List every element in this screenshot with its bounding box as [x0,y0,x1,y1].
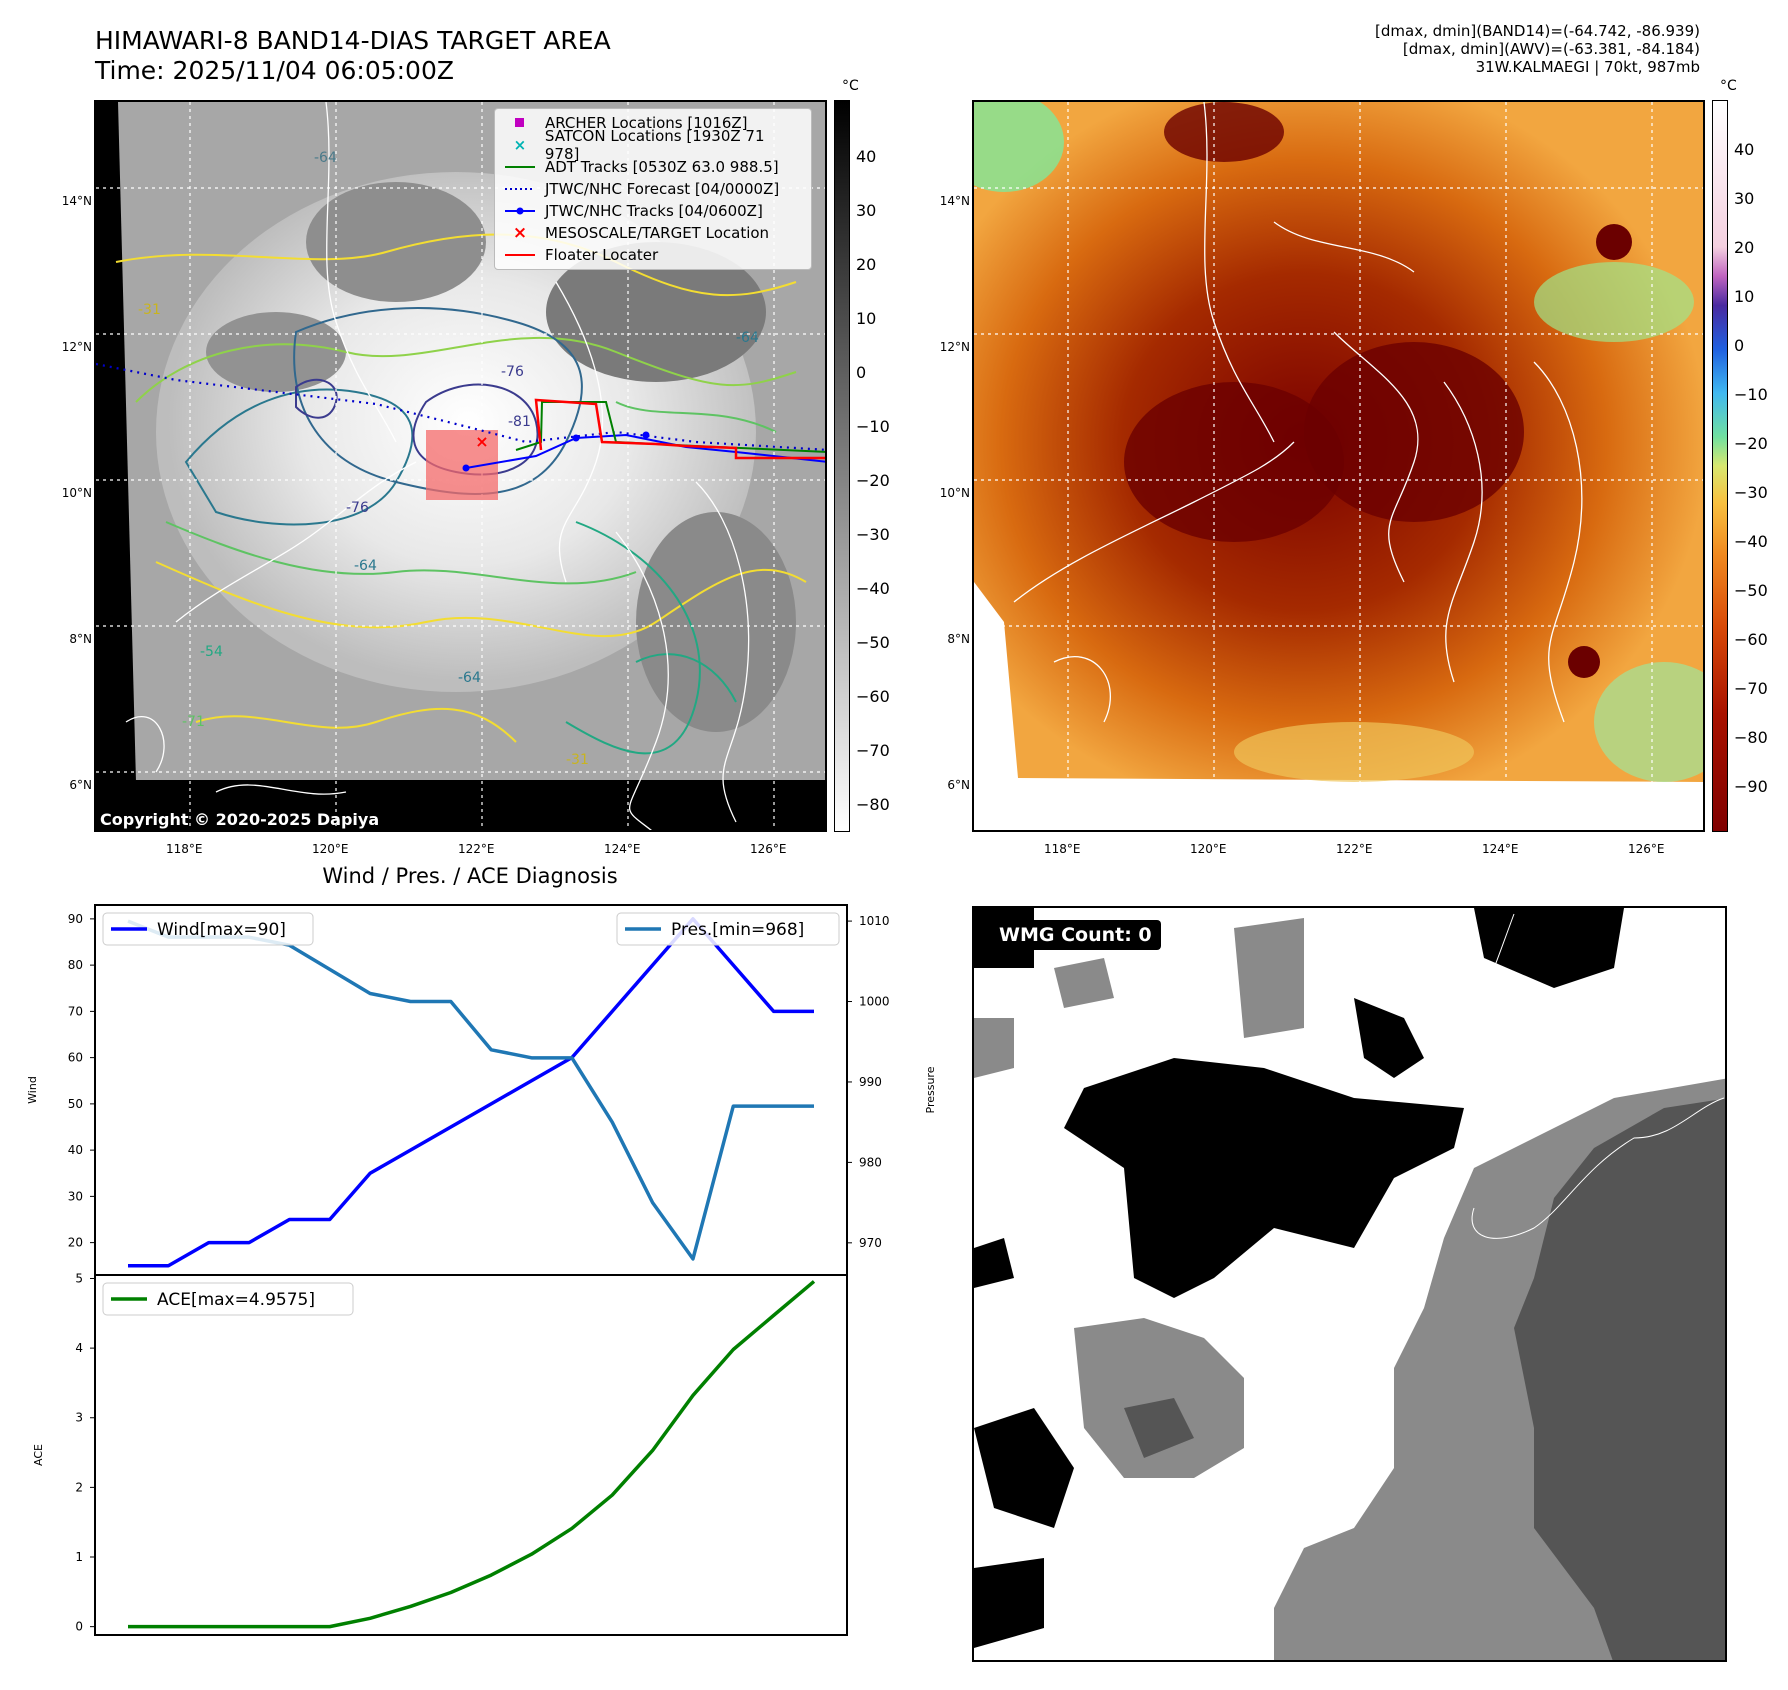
figure-time: Time: 2025/11/04 06:05:00Z [95,56,454,85]
contour-label: -54 [200,644,223,660]
copyright-text: Copyright © 2020-2025 Dapiya [100,810,380,829]
wind-pressure-axes-frame [94,904,848,1276]
legend-item-mesoscale: × MESOSCALE/TARGET Location [495,222,811,244]
square-marker-icon [503,118,537,128]
pressure-axis-label: Pressure [924,1066,937,1113]
wind-series-line [128,917,814,1268]
meta-awv: [dmax, dmin](AWV)=(-63.381, -84.184) [1402,40,1700,58]
ir-legend: ARCHER Locations [1016Z] × SATCON Locati… [494,108,812,270]
legend-item-archer: ARCHER Locations [1016Z] [495,112,811,134]
ace-tick-label: 5 [75,1271,83,1285]
awv-colorbar-ticks: 40 30 20 10 0 −10 −20 −30 −40 −50 −60 −7… [1734,140,1768,796]
svg-text:×: × [475,432,488,451]
wmg-panel: WMG Count: 0 [972,906,1727,1662]
awv-map-image [974,102,1703,830]
wind-legend-label: Wind[max=90] [157,920,286,940]
ace-axes-frame [94,1274,848,1636]
wind-tick-label: 30 [68,1189,83,1203]
legend-item-adt: ADT Tracks [0530Z 63.0 988.5] [495,156,811,178]
diagnosis-title: Wind / Pres. / ACE Diagnosis [322,864,618,888]
pressure-series-line [127,919,814,1261]
diagnostics-meta: [dmax, dmin](BAND14)=(-64.742, -86.939) … [1000,22,1700,76]
meta-band14: [dmax, dmin](BAND14)=(-64.742, -86.939) [1375,22,1700,40]
contour-label: -31 [566,752,589,768]
contour-label: -71 [182,714,205,730]
ace-axis-label: ACE [32,1444,45,1466]
wind-tick-label: 80 [68,958,83,972]
wind-tick-label: 20 [68,1236,83,1250]
ace-tick-label: 4 [75,1341,83,1355]
contour-label: -76 [501,364,524,380]
wind-tick-label: 60 [68,1051,83,1065]
ir-map-panel: × -64 -76 -81 -76 -64 -54 -31 -31 -64 -7… [94,100,827,832]
meta-storm: 31W.KALMAEGI | 70kt, 987mb [1475,58,1700,76]
pressure-legend-box [616,912,840,946]
pressure-tick-label: 980 [859,1155,882,1169]
x-marker-icon: × [513,136,527,154]
awv-colorbar [1712,100,1728,832]
wind-tick-label: 70 [68,1004,83,1018]
legend-item-tracks: JTWC/NHC Tracks [04/0600Z] [495,200,811,222]
wmg-image [974,908,1725,1660]
ir-colorbar-ticks: 40 30 20 10 0 −10 −20 −30 −40 −50 −60 −7… [856,147,890,814]
contour-label: -64 [736,330,759,346]
legend-item-floater: Floater Locater [495,244,811,266]
pressure-tick-label: 1010 [859,914,890,928]
line-marker-icon [503,165,537,169]
dotted-line-icon [503,187,537,191]
ir-lat-labels: 14°N 12°N 10°N 8°N 6°N [61,194,92,792]
awv-lat-labels: 14°N 12°N 10°N 8°N 6°N [939,194,970,792]
contour-label: -64 [314,150,337,166]
ace-tick-label: 0 [75,1620,83,1634]
ace-tick-label: 3 [75,1411,83,1425]
contour-label: -76 [346,500,369,516]
ir-lon-labels: 118°E 120°E 122°E 124°E 126°E [166,842,787,856]
contour-label: -81 [508,414,531,430]
awv-colorbar-unit: °C [1720,78,1737,94]
wind-legend-box [102,912,314,946]
line-marker-icon [503,253,537,257]
ace-legend-label: ACE[max=4.9575] [157,1290,315,1310]
legend-item-satcon: × SATCON Locations [1930Z 71 978] [495,127,811,163]
ace-series-line [128,1280,816,1629]
ir-colorbar-unit: °C [842,78,859,94]
wmg-count-badge: WMG Count: 0 [990,920,1161,950]
figure-title: HIMAWARI-8 BAND14-DIAS TARGET AREA [95,26,611,55]
ace-tick-label: 2 [75,1480,83,1494]
pressure-tick-label: 1000 [859,995,890,1009]
forecast-track [96,362,825,451]
awv-map-panel [972,100,1705,832]
wind-tick-label: 50 [68,1097,83,1111]
ir-colorbar [834,100,850,832]
contour-label: -64 [458,670,481,686]
contour-label: -64 [354,558,377,574]
awv-lon-labels: 118°E 120°E 122°E 124°E 126°E [1044,842,1665,856]
floater-track [534,398,825,460]
dot-line-icon [503,207,537,215]
legend-item-forecast: JTWC/NHC Forecast [04/0000Z] [495,178,811,200]
pressure-tick-label: 970 [859,1236,882,1250]
pressure-legend-label: Pres.[min=968] [671,920,804,940]
wind-axis-label: Wind [26,1076,39,1104]
x-marker-icon: × [512,223,528,243]
ace-tick-label: 1 [75,1550,83,1564]
pressure-tick-label: 990 [859,1075,882,1089]
ace-legend-box [102,1282,354,1316]
wind-tick-label: 40 [68,1143,83,1157]
contour-label: -31 [138,302,161,318]
wind-tick-label: 90 [68,912,83,926]
